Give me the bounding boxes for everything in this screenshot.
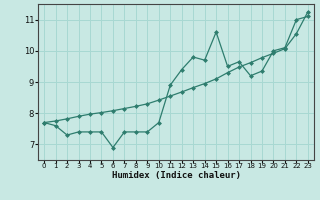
- X-axis label: Humidex (Indice chaleur): Humidex (Indice chaleur): [111, 171, 241, 180]
